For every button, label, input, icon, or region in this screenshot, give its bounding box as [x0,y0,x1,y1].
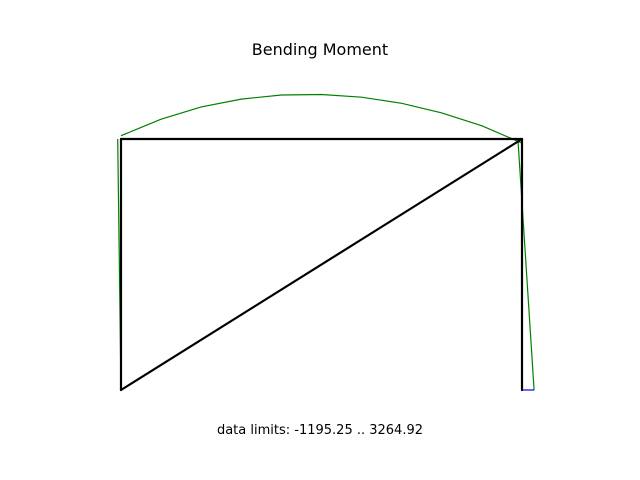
frame-members [119,137,524,392]
data-limits-label: data limits: -1195.25 .. 3264.92 [216,423,424,438]
chart-title: Bending Moment [251,40,389,59]
moment-curve-2 [517,138,535,391]
frame-member-1-3 [119,137,524,392]
moment-curve-1 [120,93,523,144]
